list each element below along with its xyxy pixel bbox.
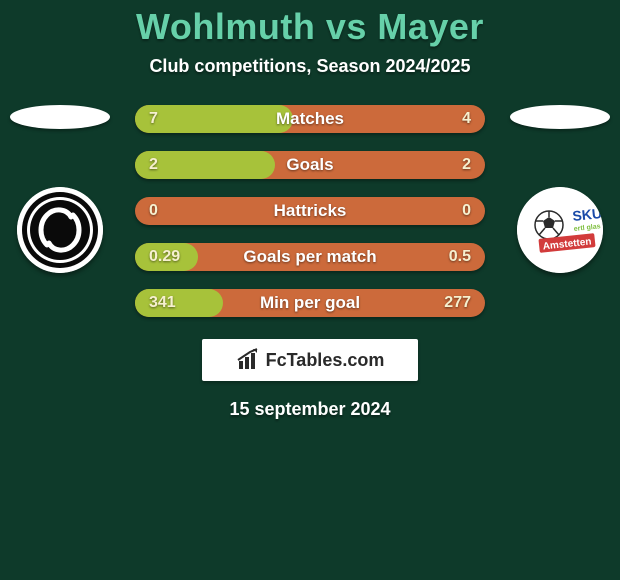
stats-bars: 7 Matches 4 2 Goals 2 0 Hattricks 0 0.29 Goals per…: [135, 105, 485, 317]
stat-value-left: 0.29: [149, 248, 180, 266]
stat-label: Hattricks: [274, 201, 347, 221]
stat-bar: 7 Matches 4: [135, 105, 485, 133]
subtitle: Club competitions, Season 2024/2025: [149, 56, 470, 77]
stat-label: Min per goal: [260, 293, 360, 313]
stat-bar: 0.29 Goals per match 0.5: [135, 243, 485, 271]
stat-value-right: 0.5: [449, 248, 471, 266]
player-right-crest: SKU ertl glas Amstetten: [517, 187, 603, 273]
stat-value-right: 277: [444, 294, 471, 312]
brand-badge: FcTables.com: [202, 339, 418, 381]
stat-value-right: 0: [462, 202, 471, 220]
stat-label: Goals: [286, 155, 333, 175]
player-left-crest: [17, 187, 103, 273]
stat-label: Matches: [276, 109, 344, 129]
brand-chart-icon: [236, 348, 260, 372]
page-title: Wohlmuth vs Mayer: [136, 6, 484, 48]
svg-text:SKU: SKU: [572, 205, 603, 224]
stat-bar: 0 Hattricks 0: [135, 197, 485, 225]
stats-arena: SKU ertl glas Amstetten 7Matches42Goals2…: [0, 105, 620, 317]
stat-value-left: 341: [149, 294, 176, 312]
stat-bar: 341 Min per goal 277: [135, 289, 485, 317]
stat-label: Goals per match: [243, 247, 376, 267]
stat-value-left: 0: [149, 202, 158, 220]
stat-value-left: 2: [149, 156, 158, 174]
crest-left-icon: [17, 187, 103, 273]
stat-bar-fill: [135, 105, 293, 133]
stat-bar: 2 Goals 2: [135, 151, 485, 179]
brand-text: FcTables.com: [266, 350, 385, 371]
player-left-nameplate: [10, 105, 110, 129]
stat-value-left: 7: [149, 110, 158, 128]
date-label: 15 september 2024: [229, 399, 390, 420]
stat-value-right: 2: [462, 156, 471, 174]
crest-right-icon: SKU ertl glas Amstetten: [517, 187, 603, 273]
player-left-column: [10, 105, 110, 273]
stat-value-right: 4: [462, 110, 471, 128]
player-right-nameplate: [510, 105, 610, 129]
comparison-card: Wohlmuth vs Mayer Club competitions, Sea…: [0, 0, 620, 580]
player-right-column: SKU ertl glas Amstetten: [510, 105, 610, 273]
